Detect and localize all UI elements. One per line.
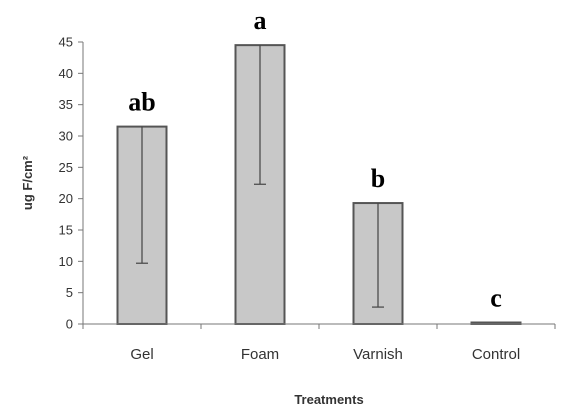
y-tick-label: 20: [59, 191, 73, 206]
category-label: Gel: [130, 346, 153, 363]
y-tick-label: 40: [59, 66, 73, 81]
x-axis-title: Treatments: [294, 392, 363, 407]
y-axis-title: ug F/cm²: [20, 155, 35, 210]
y-axis-ticks: 0 5 10 15 20 25 30 35 40 45: [59, 35, 83, 332]
significance-letter: c: [490, 284, 502, 313]
significance-letter: b: [371, 164, 385, 193]
y-tick-label: 35: [59, 97, 73, 112]
error-bars: [136, 45, 384, 308]
y-tick-label: 45: [59, 35, 73, 50]
y-tick-label: 5: [66, 285, 73, 300]
y-tick-label: 10: [59, 254, 73, 269]
significance-letter: ab: [128, 88, 155, 117]
category-label: Foam: [241, 346, 279, 363]
significance-letter: a: [254, 6, 267, 35]
x-axis-categories: Gel Foam Varnish Control: [82, 324, 556, 363]
y-tick-label: 15: [59, 223, 73, 238]
y-tick-label: 25: [59, 160, 73, 175]
bars: [116, 44, 522, 326]
category-label: Control: [472, 346, 520, 363]
category-label: Varnish: [353, 346, 403, 363]
y-tick-label: 30: [59, 129, 73, 144]
y-tick-label: 0: [66, 317, 73, 332]
